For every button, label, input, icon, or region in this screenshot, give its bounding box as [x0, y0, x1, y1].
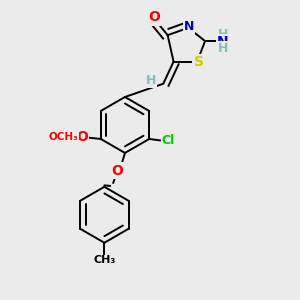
Text: H: H — [146, 74, 156, 87]
Text: O: O — [76, 130, 88, 145]
Text: O: O — [148, 11, 160, 25]
Text: O: O — [112, 164, 124, 178]
Text: CH₃: CH₃ — [93, 255, 116, 266]
Text: H: H — [218, 28, 229, 41]
Text: N: N — [184, 20, 194, 33]
Text: N: N — [217, 34, 229, 49]
Text: Cl: Cl — [162, 134, 175, 147]
Text: H: H — [218, 42, 229, 55]
Text: OCH₃: OCH₃ — [49, 133, 78, 142]
Text: S: S — [194, 55, 204, 69]
